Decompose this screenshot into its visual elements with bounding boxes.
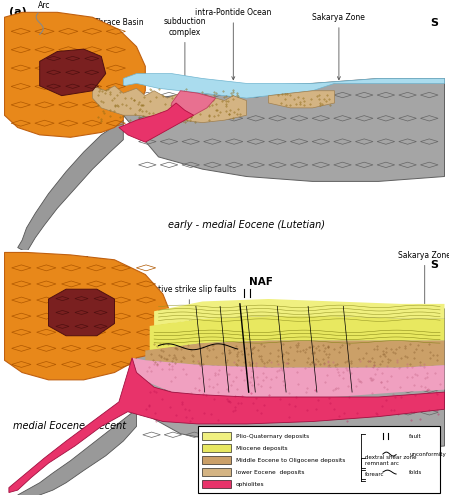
Text: S: S: [430, 260, 438, 270]
Text: Miocene deposits: Miocene deposits: [235, 446, 287, 450]
Polygon shape: [9, 358, 445, 492]
Text: NAF: NAF: [249, 277, 273, 287]
Text: early - medial Eocene (Lutetian): early - medial Eocene (Lutetian): [168, 220, 325, 230]
Text: Thrace Basin: Thrace Basin: [94, 18, 144, 55]
Polygon shape: [172, 91, 216, 118]
Text: subduction
complex: subduction complex: [163, 18, 206, 90]
Polygon shape: [40, 49, 106, 96]
Text: fault: fault: [409, 434, 422, 438]
Text: forearc: forearc: [365, 472, 385, 477]
Bar: [202, 444, 231, 452]
Text: unconformity: unconformity: [409, 452, 446, 456]
Text: inactive strike slip faults: inactive strike slip faults: [142, 285, 237, 342]
Polygon shape: [119, 103, 194, 142]
Text: Plio-Quaternary deposits: Plio-Quaternary deposits: [235, 434, 309, 438]
Text: dextral shear zone: dextral shear zone: [365, 454, 417, 460]
Text: Strandja Magmatic
Arc: Strandja Magmatic Arc: [8, 0, 80, 33]
Bar: [202, 480, 231, 488]
Bar: [198, 426, 440, 492]
Polygon shape: [132, 358, 445, 397]
Text: remnant arc: remnant arc: [365, 460, 399, 466]
Polygon shape: [4, 12, 145, 138]
Polygon shape: [48, 289, 114, 336]
Polygon shape: [18, 120, 123, 252]
Text: folds: folds: [409, 470, 423, 474]
Text: N: N: [9, 18, 18, 28]
Text: S: S: [430, 18, 438, 28]
Text: (a): (a): [9, 8, 26, 18]
Polygon shape: [150, 316, 445, 350]
Text: Sakarya Zone: Sakarya Zone: [398, 251, 449, 308]
Bar: [202, 468, 231, 476]
Text: Strandja Zone: Strandja Zone: [48, 256, 102, 283]
Text: medial Eocene - recent: medial Eocene - recent: [13, 422, 127, 432]
Text: N: N: [9, 260, 18, 270]
Polygon shape: [123, 78, 445, 182]
Polygon shape: [4, 252, 172, 380]
Text: Middle Eocene to Oligocene deposits: Middle Eocene to Oligocene deposits: [235, 458, 345, 462]
Polygon shape: [136, 309, 445, 451]
Text: intra-Pontide Ocean: intra-Pontide Ocean: [195, 8, 272, 80]
Polygon shape: [123, 74, 445, 98]
Text: (b): (b): [9, 252, 27, 262]
Text: ophiolites: ophiolites: [235, 482, 264, 486]
Bar: [202, 432, 231, 440]
Text: lower Eocene  deposits: lower Eocene deposits: [235, 470, 304, 474]
Polygon shape: [269, 91, 335, 108]
Polygon shape: [92, 86, 247, 122]
Polygon shape: [145, 340, 445, 367]
Bar: [202, 456, 231, 464]
Text: Sakarya Zone: Sakarya Zone: [313, 13, 365, 80]
Polygon shape: [18, 409, 136, 500]
Polygon shape: [154, 299, 445, 326]
